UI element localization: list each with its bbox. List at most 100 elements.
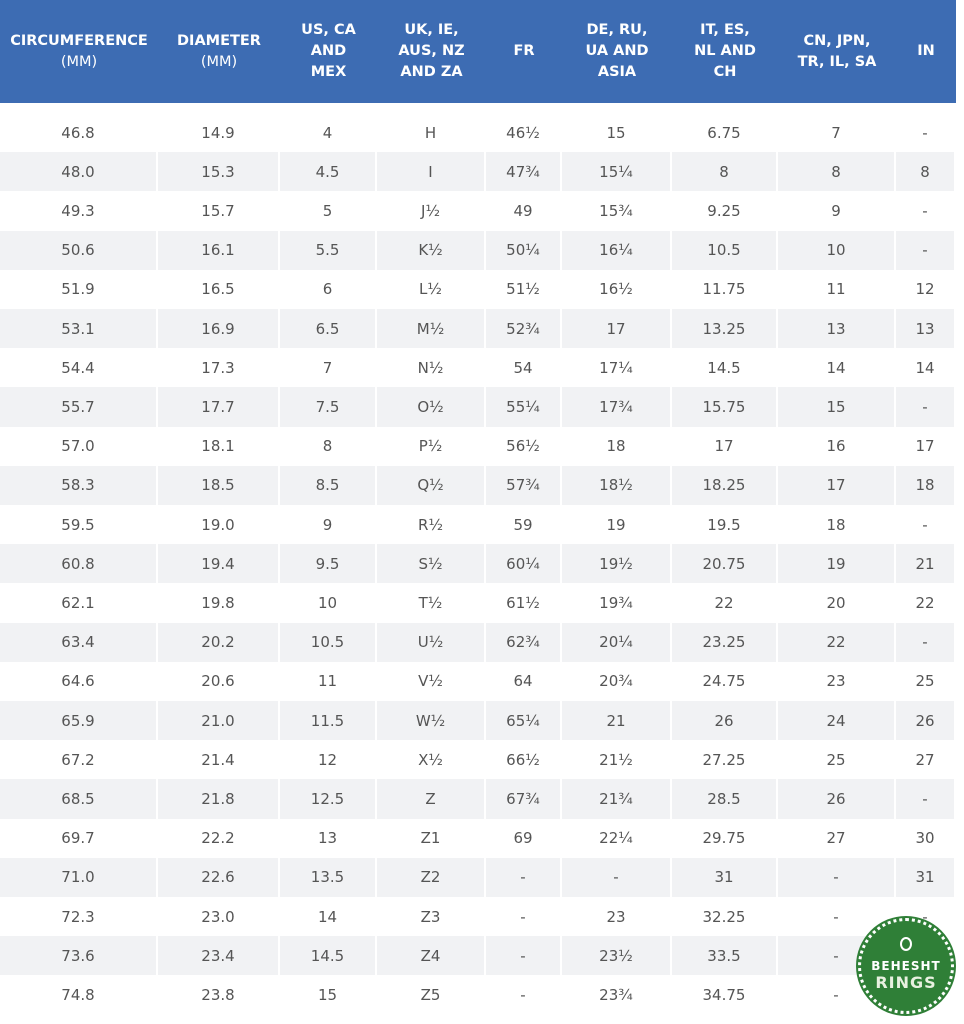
table-cell: 15.7 bbox=[158, 191, 280, 231]
table-cell: 47¾ bbox=[486, 152, 562, 192]
table-cell: 8 bbox=[280, 426, 377, 466]
table-cell: 10 bbox=[280, 583, 377, 623]
table-cell: 51½ bbox=[486, 269, 562, 309]
table-cell: 23.0 bbox=[158, 897, 280, 937]
table-cell: 22 bbox=[896, 583, 956, 623]
header-cell: DIAMETER (MM) bbox=[158, 0, 280, 103]
table-row: 68.5 21.8 12.5 Z 67¾ 21¾ 28.5 26- bbox=[0, 779, 956, 819]
table-row: 58.3 18.5 8.5 Q½ 57¾ 18½ 18.25 17 18 bbox=[0, 465, 956, 505]
table-cell: 33.5 bbox=[672, 936, 778, 976]
table-cell: 20.2 bbox=[158, 622, 280, 662]
table-cell: 17¾ bbox=[562, 387, 672, 427]
header-text: (MM) bbox=[60, 53, 98, 70]
table-cell: 49.3 bbox=[0, 191, 158, 231]
table-cell: 11.75 bbox=[672, 269, 778, 309]
table-cell: 60.8 bbox=[0, 544, 158, 584]
table-cell: Z5 bbox=[377, 975, 486, 1015]
table-cell: N½ bbox=[377, 348, 486, 388]
table-cell: 11 bbox=[778, 269, 896, 309]
table-cell: 26 bbox=[778, 779, 896, 819]
table-cell: - bbox=[778, 857, 896, 897]
table-row: 71.0 22.6 13.5 Z2- -31-31 bbox=[0, 857, 956, 897]
logo: BEHESHT RINGS bbox=[858, 918, 954, 1014]
table-row: 64.6 20.6 11 V½ 64 20¾ 24.75 23 25 bbox=[0, 661, 956, 701]
table-cell: 22.2 bbox=[158, 818, 280, 858]
table-cell: 59 bbox=[486, 505, 562, 545]
table-cell: 21¾ bbox=[562, 779, 672, 819]
table-cell: H bbox=[377, 113, 486, 153]
table-cell: - bbox=[562, 857, 672, 897]
table-cell: 9.5 bbox=[280, 544, 377, 584]
table-cell: 10 bbox=[778, 230, 896, 270]
table-cell: 8 bbox=[672, 152, 778, 192]
table-cell: 15 bbox=[562, 113, 672, 153]
table-row: 65.9 21.0 11.5 W½ 65¼ 21 26 24 26 bbox=[0, 701, 956, 741]
table-cell: 74.8 bbox=[0, 975, 158, 1015]
table-cell: 17 bbox=[896, 426, 956, 466]
table-cell: 17¼ bbox=[562, 348, 672, 388]
table-cell: 49 bbox=[486, 191, 562, 231]
header-text: IT, ES, bbox=[700, 22, 750, 38]
table-cell: 29.75 bbox=[672, 818, 778, 858]
table-cell: 15.3 bbox=[158, 152, 280, 192]
table-cell: 61½ bbox=[486, 583, 562, 623]
table-cell: 23½ bbox=[562, 936, 672, 976]
table-cell: 4 bbox=[280, 113, 377, 153]
table-cell: - bbox=[896, 191, 956, 231]
table-cell: 13 bbox=[896, 309, 956, 349]
table-cell: 13.25 bbox=[672, 309, 778, 349]
table-cell: 24 bbox=[778, 701, 896, 741]
table-cell: 10.5 bbox=[672, 230, 778, 270]
table-cell: 24.75 bbox=[672, 661, 778, 701]
table-cell: 15 bbox=[778, 387, 896, 427]
table-cell: 21.8 bbox=[158, 779, 280, 819]
table-cell: 25 bbox=[778, 740, 896, 780]
table-cell: 23.8 bbox=[158, 975, 280, 1015]
header-text: NL AND bbox=[694, 43, 756, 59]
table-row: 73.6 23.4 14.5 Z4-23½ 33.5- bbox=[0, 936, 956, 976]
table-cell: K½ bbox=[377, 230, 486, 270]
header-cell: UK, IE, AUS, NZ AND ZA bbox=[377, 0, 486, 103]
table-cell: 22 bbox=[778, 622, 896, 662]
table-cell: 16.5 bbox=[158, 269, 280, 309]
table-cell: 51.9 bbox=[0, 269, 158, 309]
table-header: CIRCUMFERENCE (MM) DIAMETER (MM) US, CA AND ME… bbox=[0, 0, 956, 103]
table-cell: 62¾ bbox=[486, 622, 562, 662]
table-cell: 16.1 bbox=[158, 230, 280, 270]
table-cell: 19 bbox=[778, 544, 896, 584]
table-cell: O½ bbox=[377, 387, 486, 427]
table-cell: 8 bbox=[778, 152, 896, 192]
table-cell: 23 bbox=[562, 897, 672, 937]
header-cell: US, CA AND MEX bbox=[280, 0, 377, 103]
table-cell: 15¼ bbox=[562, 152, 672, 192]
header-text: CH bbox=[713, 64, 737, 80]
table-cell: 67¾ bbox=[486, 779, 562, 819]
table-cell: 12 bbox=[280, 740, 377, 780]
table-cell: 11.5 bbox=[280, 701, 377, 741]
table-cell: - bbox=[896, 230, 956, 270]
table-cell: 20.75 bbox=[672, 544, 778, 584]
table-cell: 14.9 bbox=[158, 113, 280, 153]
table-cell: 8.5 bbox=[280, 465, 377, 505]
table-cell: 52¾ bbox=[486, 309, 562, 349]
table-cell: 23.25 bbox=[672, 622, 778, 662]
table-cell: 14.5 bbox=[280, 936, 377, 976]
table-cell: Z bbox=[377, 779, 486, 819]
table-row: 67.2 21.4 12 X½ 66½ 21½ 27.25 25 27 bbox=[0, 740, 956, 780]
table-cell: 14 bbox=[896, 348, 956, 388]
table-row: 50.6 16.1 5.5 K½ 50¼ 16¼ 10.5 10- bbox=[0, 230, 956, 270]
table-cell: 14 bbox=[778, 348, 896, 388]
table-cell: 7 bbox=[280, 348, 377, 388]
table-cell: 46½ bbox=[486, 113, 562, 153]
table-cell: P½ bbox=[377, 426, 486, 466]
table-cell: 27 bbox=[778, 818, 896, 858]
table-cell: - bbox=[486, 857, 562, 897]
table-cell: 32.25 bbox=[672, 897, 778, 937]
table-row: 55.7 17.7 7.5 O½ 55¼ 17¾ 15.75 15- bbox=[0, 387, 956, 427]
table-cell: 16.9 bbox=[158, 309, 280, 349]
table-cell: V½ bbox=[377, 661, 486, 701]
table-row: 49.3 15.7 5 J½ 49 15¾ 9.25 9- bbox=[0, 191, 956, 231]
table-row: 74.8 23.8 15 Z5-23¾ 34.75- bbox=[0, 975, 956, 1015]
header-text: UA AND bbox=[585, 43, 649, 59]
table-cell: 19.0 bbox=[158, 505, 280, 545]
